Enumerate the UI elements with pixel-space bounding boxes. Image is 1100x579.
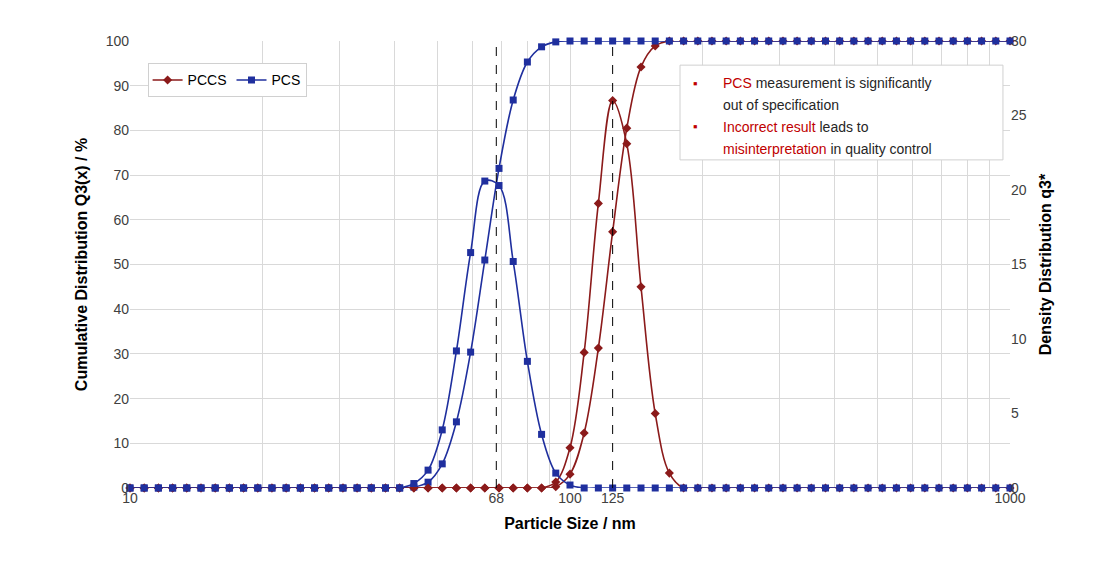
svg-text:▪: ▪ xyxy=(693,76,698,91)
svg-text:30: 30 xyxy=(1011,33,1027,49)
svg-text:0: 0 xyxy=(121,480,129,496)
svg-text:0: 0 xyxy=(1011,480,1019,496)
svg-text:25: 25 xyxy=(1011,107,1027,123)
svg-text:100: 100 xyxy=(558,490,582,506)
svg-text:Density Distribution q3*: Density Distribution q3* xyxy=(1037,173,1054,355)
svg-text:40: 40 xyxy=(113,301,129,317)
svg-text:125: 125 xyxy=(601,490,625,506)
svg-text:70: 70 xyxy=(113,167,129,183)
svg-text:10: 10 xyxy=(1011,331,1027,347)
svg-text:90: 90 xyxy=(113,78,129,94)
svg-text:PCS measurement is significant: PCS measurement is significantly xyxy=(723,75,932,91)
svg-text:Incorrect result leads to: Incorrect result leads to xyxy=(723,119,869,135)
svg-text:68: 68 xyxy=(489,490,505,506)
svg-text:30: 30 xyxy=(113,346,129,362)
svg-text:▪: ▪ xyxy=(693,119,698,134)
svg-text:10: 10 xyxy=(122,490,138,506)
svg-text:100: 100 xyxy=(106,33,130,49)
svg-text:out of specification: out of specification xyxy=(723,97,839,113)
svg-text:20: 20 xyxy=(1011,182,1027,198)
svg-text:10: 10 xyxy=(113,435,129,451)
svg-text:PCS: PCS xyxy=(272,72,301,88)
svg-text:80: 80 xyxy=(113,122,129,138)
svg-text:60: 60 xyxy=(113,212,129,228)
svg-text:Particle Size / nm: Particle Size / nm xyxy=(504,515,636,532)
svg-text:5: 5 xyxy=(1011,405,1019,421)
svg-text:1000: 1000 xyxy=(994,490,1025,506)
svg-text:20: 20 xyxy=(113,391,129,407)
svg-text:misinterpretation in quality c: misinterpretation in quality control xyxy=(723,141,932,157)
svg-text:Cumulative Distribution Q3(x): Cumulative Distribution Q3(x) / % xyxy=(73,138,90,391)
svg-text:50: 50 xyxy=(113,256,129,272)
svg-text:PCCS: PCCS xyxy=(188,72,227,88)
svg-text:15: 15 xyxy=(1011,256,1027,272)
